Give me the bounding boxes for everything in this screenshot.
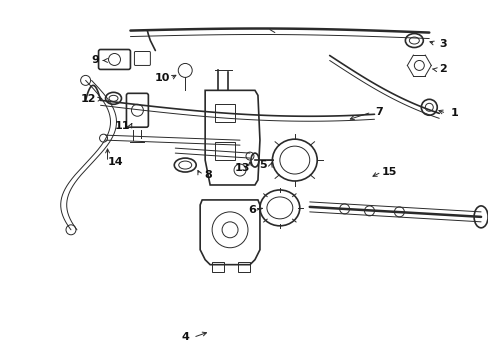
Text: 10: 10 — [154, 73, 170, 84]
Text: 15: 15 — [381, 167, 396, 177]
Text: 5: 5 — [259, 160, 266, 170]
Text: 13: 13 — [234, 163, 249, 173]
Text: 8: 8 — [204, 170, 212, 180]
Bar — [212, 262, 224, 272]
Text: 11: 11 — [115, 121, 130, 131]
Text: 4: 4 — [181, 332, 189, 342]
Text: 7: 7 — [375, 107, 383, 117]
Bar — [215, 142, 235, 160]
Text: 14: 14 — [107, 157, 123, 167]
Text: 12: 12 — [81, 94, 96, 104]
Text: 1: 1 — [449, 108, 457, 118]
Text: 9: 9 — [91, 55, 100, 66]
Bar — [238, 262, 249, 272]
Bar — [215, 104, 235, 122]
Text: 3: 3 — [439, 39, 446, 49]
Text: 2: 2 — [438, 64, 446, 75]
Text: 6: 6 — [247, 205, 255, 215]
